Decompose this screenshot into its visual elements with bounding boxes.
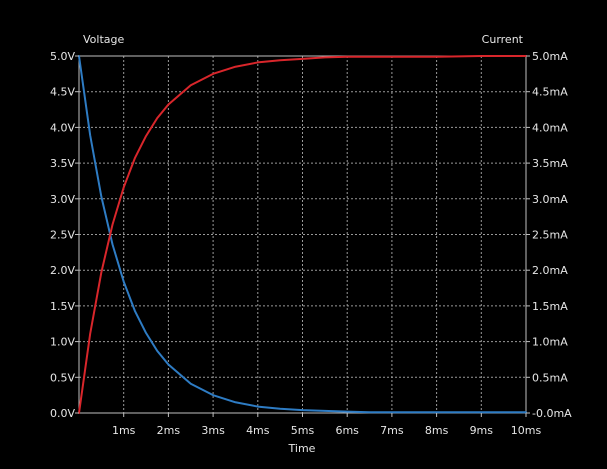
x-tick-label: 2ms bbox=[157, 424, 181, 437]
y-left-tick-label: 0.0V bbox=[50, 407, 75, 420]
y-right-tick-label: 3.0mA bbox=[532, 193, 568, 206]
x-tick-label: 8ms bbox=[425, 424, 449, 437]
y-left-tick-label: 1.5V bbox=[50, 300, 75, 313]
y-right-tick-label: 4.0mA bbox=[532, 121, 568, 134]
y-left-tick-label: 2.5V bbox=[50, 229, 75, 242]
y-right-tick-label: 2.0mA bbox=[532, 264, 568, 277]
x-tick-label: 1ms bbox=[112, 424, 136, 437]
y-right-tick-label: 0.5mA bbox=[532, 371, 568, 384]
x-tick-label: 5ms bbox=[291, 424, 315, 437]
right-axis-title: Current bbox=[482, 33, 524, 46]
x-tick-label: 10ms bbox=[511, 424, 542, 437]
x-axis-title: Time bbox=[288, 442, 316, 455]
y-right-tick-label: 1.5mA bbox=[532, 300, 568, 313]
series-line-current bbox=[78, 55, 527, 414]
y-left-tick-label: 3.5V bbox=[50, 157, 75, 170]
x-tick-label: 3ms bbox=[201, 424, 225, 437]
y-left-tick-label: 0.5V bbox=[50, 371, 75, 384]
y-right-tick-label: 3.5mA bbox=[532, 157, 568, 170]
y-right-tick-label: 5.0mA bbox=[532, 50, 568, 63]
y-left-tick-label: 2.0V bbox=[50, 264, 75, 277]
y-right-tick-label: 2.5mA bbox=[532, 229, 568, 242]
x-tick-label: 4ms bbox=[246, 424, 270, 437]
left-axis-title: Voltage bbox=[83, 33, 124, 46]
y-left-tick-label: 5.0V bbox=[50, 50, 75, 63]
series-line-voltage bbox=[78, 55, 527, 414]
series-layer bbox=[78, 55, 527, 414]
x-tick-label: 6ms bbox=[335, 424, 359, 437]
y-right-tick-label: -0.0mA bbox=[532, 407, 572, 420]
y-left-tick-label: 4.5V bbox=[50, 86, 75, 99]
y-right-tick-label: 4.5mA bbox=[532, 86, 568, 99]
x-tick-label: 7ms bbox=[380, 424, 404, 437]
y-left-tick-label: 4.0V bbox=[50, 121, 75, 134]
y-left-tick-label: 3.0V bbox=[50, 193, 75, 206]
y-right-tick-label: 1.0mA bbox=[532, 336, 568, 349]
x-tick-label: 9ms bbox=[470, 424, 494, 437]
y-left-tick-label: 1.0V bbox=[50, 336, 75, 349]
tick-labels: 1ms 2ms 3ms 4ms 5ms 6ms 7ms 8ms 9ms 10ms 0.0V 0.5V 1… bbox=[50, 50, 572, 437]
